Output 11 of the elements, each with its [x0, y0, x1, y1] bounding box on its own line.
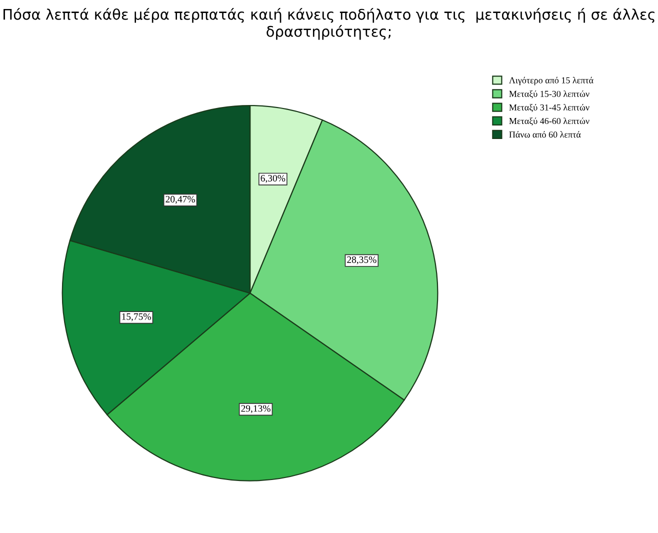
- legend-label: Πάνω από 60 λεπτά: [509, 131, 581, 138]
- data-label: 6,30%: [260, 174, 286, 183]
- data-label: 29,13%: [241, 405, 270, 414]
- legend-label: Λιγότερο από 15 λεπτά: [509, 76, 594, 86]
- legend-label: Μεταξύ 31-45 λεπτών: [509, 104, 590, 112]
- data-label: 15,75%: [122, 313, 151, 322]
- data-label: 20,47%: [166, 196, 195, 204]
- data-label: 28,35%: [347, 256, 376, 264]
- legend-label: Μεταξύ 15-30 λεπτών: [509, 90, 590, 98]
- legend-label: Μεταξύ 46-60 λεπτών: [509, 118, 590, 126]
- chart-title: Πόσα λεπτά κάθε μέρα περπατάς καιή κάνεις ποδήλατο για τις μετακινήσεις ή σε άλλες δραστηριότητες;: [4, 8, 654, 40]
